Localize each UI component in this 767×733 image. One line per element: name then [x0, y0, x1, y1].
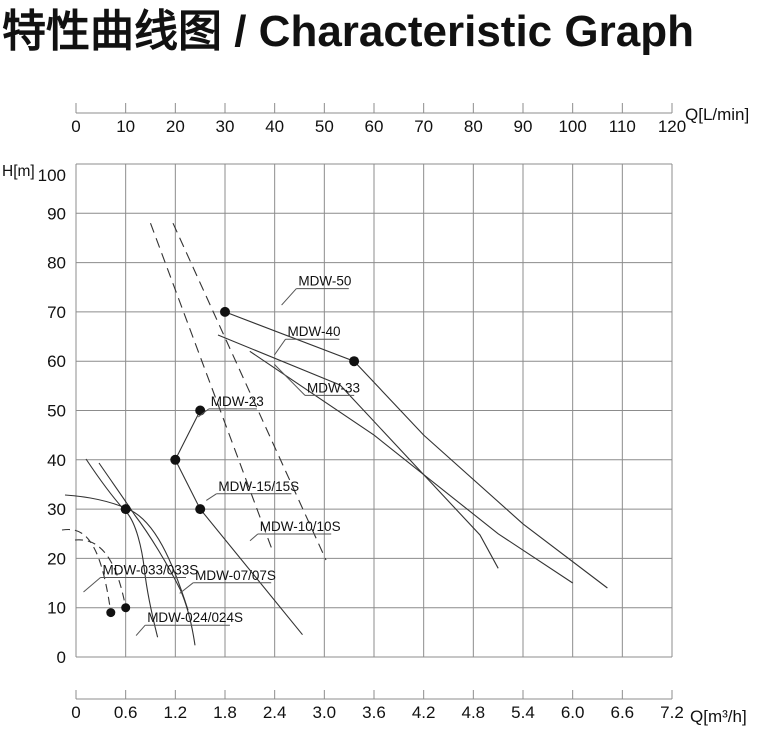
svg-text:Q[m³/h]: Q[m³/h]: [690, 707, 747, 726]
svg-text:MDW-10/10S: MDW-10/10S: [260, 519, 341, 534]
svg-text:MDW-23: MDW-23: [211, 394, 264, 409]
svg-text:0.6: 0.6: [114, 703, 138, 722]
svg-text:5.4: 5.4: [511, 703, 535, 722]
svg-text:30: 30: [47, 500, 66, 519]
svg-text:60: 60: [47, 352, 66, 371]
svg-text:MDW-15/15S: MDW-15/15S: [218, 479, 299, 494]
svg-text:1.2: 1.2: [164, 703, 188, 722]
svg-text:MDW-024/024S: MDW-024/024S: [147, 610, 243, 625]
svg-text:40: 40: [47, 451, 66, 470]
svg-text:4.2: 4.2: [412, 703, 436, 722]
svg-text:0: 0: [71, 117, 80, 136]
svg-text:80: 80: [47, 254, 66, 273]
svg-text:100: 100: [38, 166, 66, 185]
svg-text:70: 70: [414, 117, 433, 136]
svg-text:100: 100: [558, 117, 586, 136]
svg-text:Q[L/min]: Q[L/min]: [685, 105, 749, 124]
svg-text:3.6: 3.6: [362, 703, 386, 722]
svg-text:MDW-50: MDW-50: [298, 274, 351, 289]
svg-text:10: 10: [116, 117, 135, 136]
svg-text:0: 0: [71, 703, 80, 722]
svg-text:110: 110: [609, 117, 636, 136]
svg-text:50: 50: [47, 402, 66, 421]
svg-text:90: 90: [47, 204, 66, 223]
svg-text:4.8: 4.8: [462, 703, 486, 722]
svg-text:MDW-07/07S: MDW-07/07S: [195, 568, 276, 583]
svg-text:70: 70: [47, 303, 66, 322]
svg-text:10: 10: [47, 599, 66, 618]
svg-text:6.6: 6.6: [611, 703, 635, 722]
svg-text:MDW-33: MDW-33: [307, 380, 360, 395]
svg-text:20: 20: [166, 117, 185, 136]
svg-text:60: 60: [365, 117, 384, 136]
svg-text:80: 80: [464, 117, 483, 136]
svg-text:H[m]: H[m]: [2, 163, 35, 180]
svg-text:20: 20: [47, 549, 66, 568]
svg-text:40: 40: [265, 117, 284, 136]
svg-text:3.0: 3.0: [313, 703, 337, 722]
svg-text:0: 0: [57, 648, 66, 667]
svg-text:7.2: 7.2: [660, 703, 684, 722]
svg-text:90: 90: [514, 117, 533, 136]
svg-text:MDW-40: MDW-40: [288, 324, 341, 339]
svg-text:6.0: 6.0: [561, 703, 585, 722]
svg-text:30: 30: [216, 117, 235, 136]
svg-text:1.8: 1.8: [213, 703, 237, 722]
svg-text:120: 120: [658, 117, 686, 136]
svg-text:50: 50: [315, 117, 334, 136]
svg-text:MDW-033/033S: MDW-033/033S: [103, 563, 199, 578]
svg-text:2.4: 2.4: [263, 703, 287, 722]
